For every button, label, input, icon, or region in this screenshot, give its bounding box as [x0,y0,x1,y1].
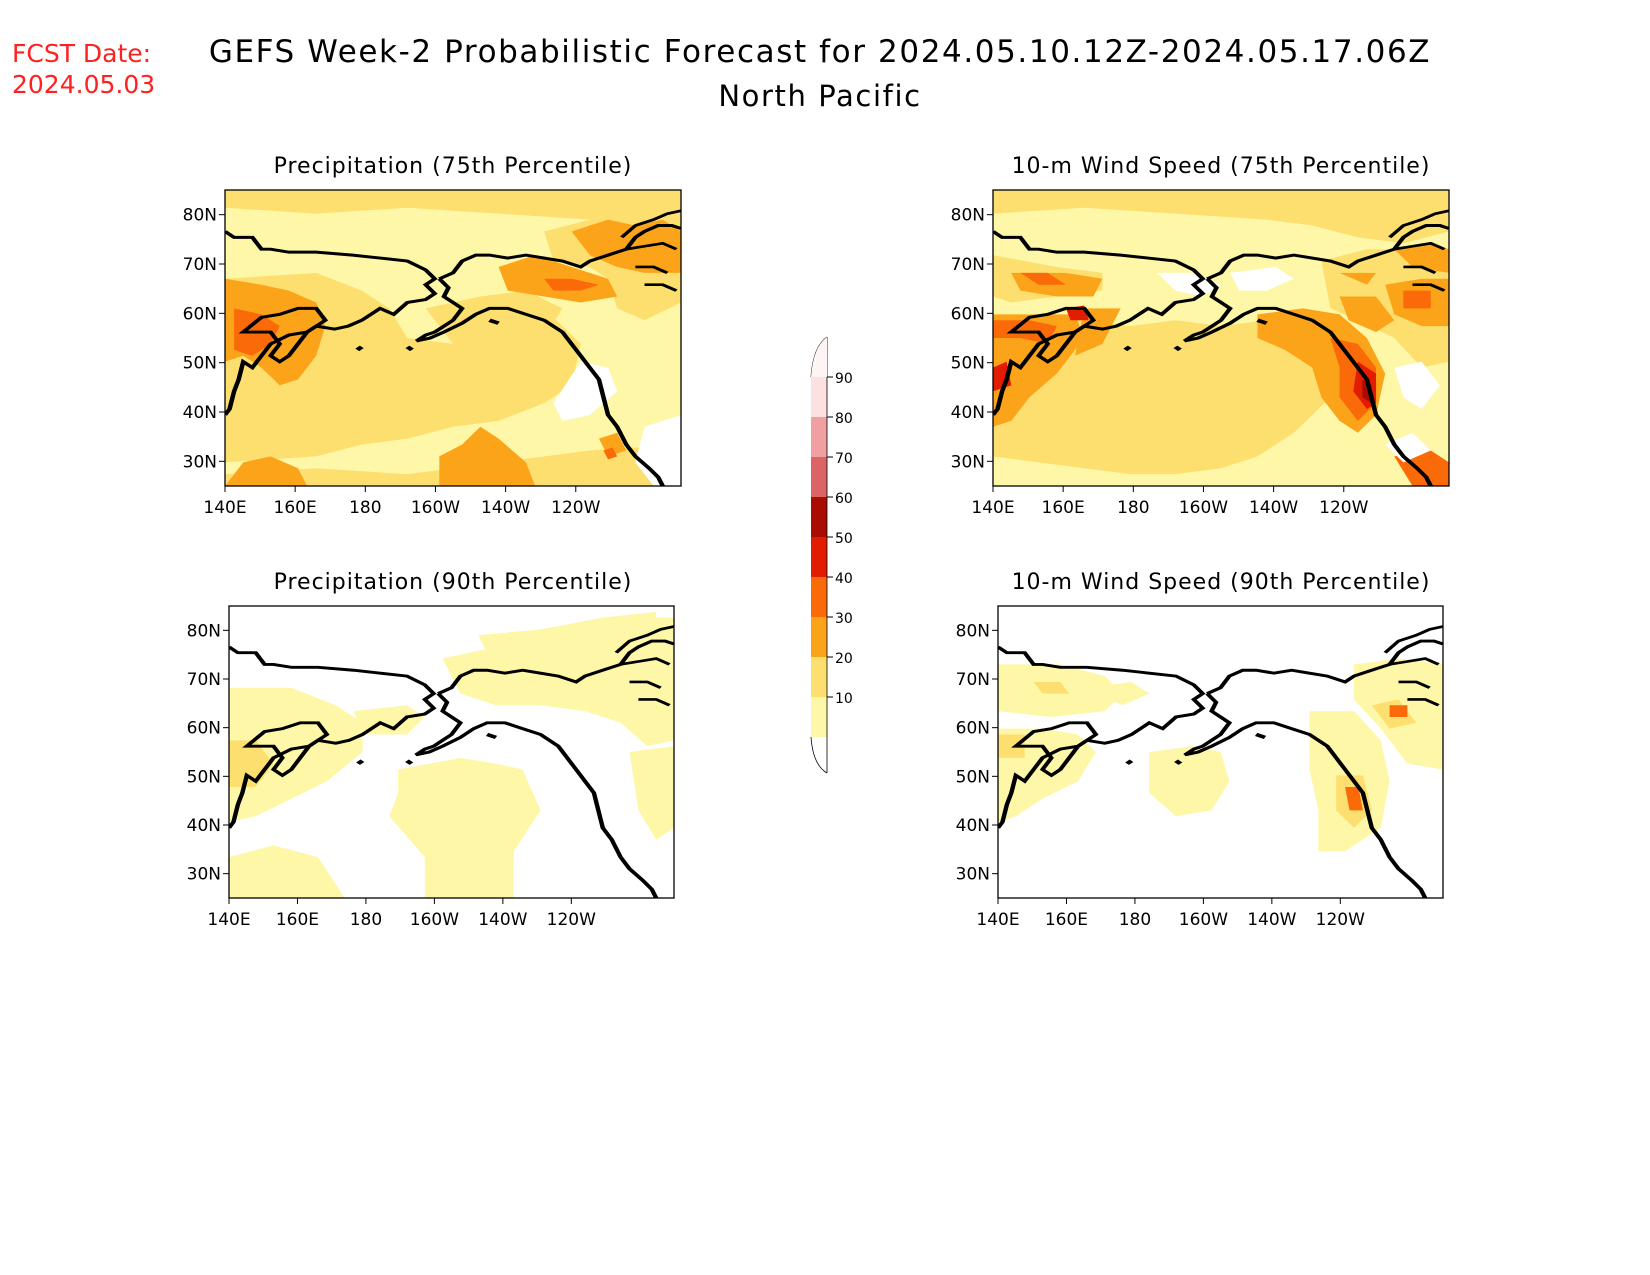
lat-tick-label: 50N [951,354,985,374]
colorbar-segment [811,617,827,657]
lon-tick-label: 140E [976,910,1019,930]
lat-tick-label: 80N [951,206,985,226]
lat-tick-label: 50N [183,354,217,374]
lon-tick-label: 140W [1247,910,1296,930]
lon-tick-label: 140W [1249,498,1298,518]
lon-tick-label: 140W [481,498,530,518]
lat-tick-label: 70N [187,670,221,690]
lon-tick-label: 160W [1179,498,1228,518]
colorbar-segment [811,497,827,537]
lat-tick-label: 70N [951,255,985,275]
panel-precipitation-90th: Precipitation (90th Percentile) 140E 160E… [187,570,675,930]
lat-tick-label: 60N [187,719,221,739]
lon-tick-label: 180 [350,910,382,930]
lon-tick-label: 160E [1042,498,1085,518]
lat-tick-label: 50N [956,767,990,787]
colorbar-segment [811,417,827,457]
colorbar-label: 10 [835,691,853,707]
fcst-date-label: FCST Date: [12,39,151,68]
lat-tick-label: 60N [951,304,985,324]
lat-tick-label: 30N [956,865,990,885]
colorbar-label: 70 [835,451,853,467]
lon-tick-label: 160W [411,498,460,518]
lon-tick-label: 140E [971,498,1014,518]
lat-tick-label: 80N [187,621,221,641]
lat-tick-label: 30N [183,452,217,472]
probability-field [225,190,681,486]
panel-title: 10-m Wind Speed (75th Percentile) [1012,154,1431,179]
lat-tick-label: 30N [951,452,985,472]
lon-tick-label: 160E [1045,910,1088,930]
lon-tick-label: 180 [349,498,381,518]
lat-tick-label: 40N [956,816,990,836]
lon-tick-label: 160W [410,910,459,930]
lon-tick-label: 180 [1119,910,1151,930]
colorbar-segment [811,697,827,737]
lon-tick-label: 120W [551,498,600,518]
colorbar-segment [811,537,827,577]
colorbar: 10 20 30 40 50 60 70 80 90 [810,336,853,774]
panel-title: Precipitation (90th Percentile) [274,570,633,595]
figure-title: GEFS Week-2 Probabilistic Forecast for 2… [209,34,1431,70]
lon-tick-label: 160E [276,910,319,930]
lon-tick-label: 120W [547,910,596,930]
lon-tick-label: 140E [207,910,250,930]
colorbar-label: 40 [835,571,853,587]
lat-tick-label: 60N [956,719,990,739]
panel-precipitation-75th: Precipitation (75th Percentile) [183,154,682,518]
colorbar-segment [811,457,827,497]
colorbar-label: 90 [835,371,853,387]
lon-tick-label: 180 [1117,498,1149,518]
colorbar-segment [811,577,827,617]
lat-tick-label: 80N [183,206,217,226]
colorbar-label: 50 [835,531,853,547]
lat-tick-label: 70N [956,670,990,690]
lon-tick-label: 160W [1179,910,1228,930]
lon-tick-label: 140E [203,498,246,518]
lat-tick-label: 80N [956,621,990,641]
colorbar-label: 80 [835,411,853,427]
panel-wind-speed-75th: 10-m Wind Speed (75th Percentile) [951,154,1450,518]
lat-tick-label: 40N [951,403,985,423]
colorbar-label: 60 [835,491,853,507]
panel-wind-speed-90th: 10-m Wind Speed (90th Percentile) [956,570,1444,930]
figure-subtitle: North Pacific [718,79,921,113]
lat-tick-label: 70N [183,255,217,275]
lon-tick-label: 120W [1319,498,1368,518]
colorbar-segment [811,377,827,417]
panel-title: Precipitation (75th Percentile) [274,154,633,179]
fcst-date-value: 2024.05.03 [12,70,155,99]
lon-tick-label: 120W [1316,910,1365,930]
colorbar-label: 20 [835,651,853,667]
lat-tick-label: 40N [183,403,217,423]
probability-field [998,606,1443,898]
colorbar-label: 30 [835,611,853,627]
lat-tick-label: 30N [187,865,221,885]
lat-tick-label: 60N [183,304,217,324]
lon-tick-label: 160E [274,498,317,518]
lat-tick-label: 40N [187,816,221,836]
lon-tick-label: 140W [478,910,527,930]
lat-tick-label: 50N [187,767,221,787]
colorbar-segment [811,657,827,697]
panel-title: 10-m Wind Speed (90th Percentile) [1012,570,1431,595]
